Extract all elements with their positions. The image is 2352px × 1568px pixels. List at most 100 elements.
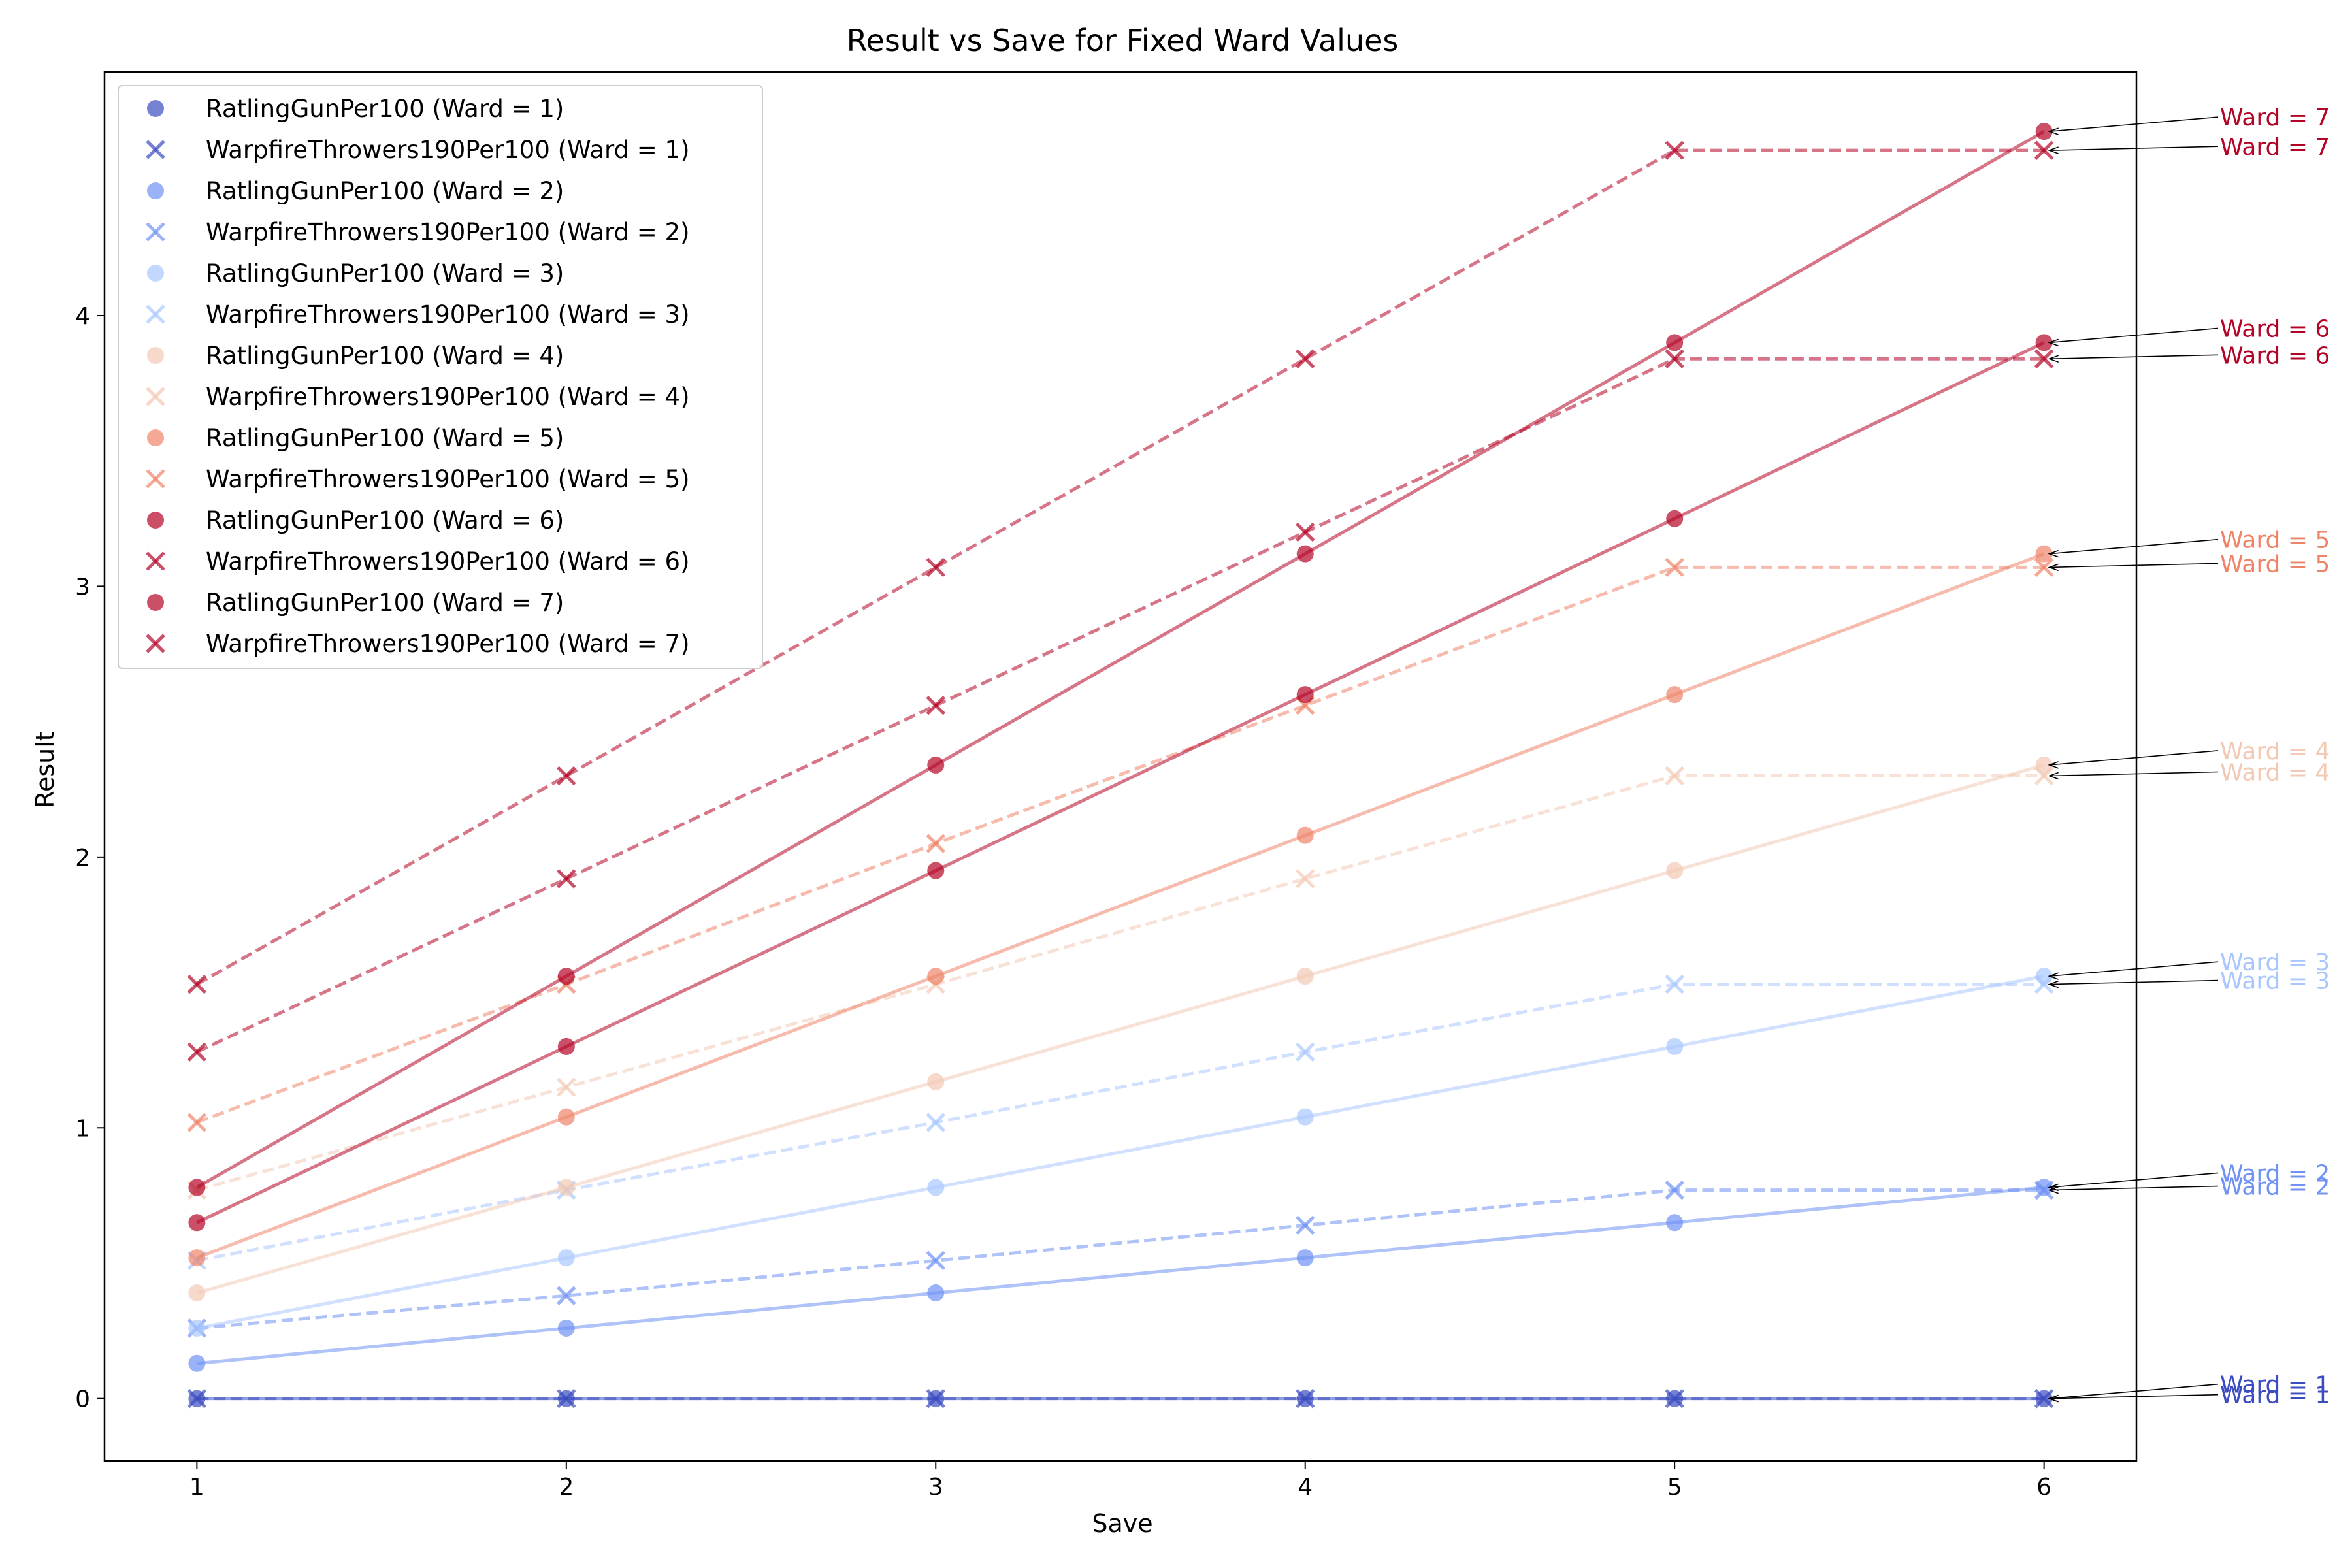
annotation-arrowhead-5-1: [2048, 549, 2059, 558]
annotation-arrowhead-4-1: [2048, 761, 2059, 769]
legend-marker-8-stroke-b: [146, 387, 165, 406]
series-6-line: [196, 983, 2044, 1262]
series-12-point-2-stroke-b: [557, 869, 576, 889]
annotation-label-7-2: Ward = 7: [2220, 134, 2330, 161]
annotation-label-4-2: Ward = 4: [2220, 760, 2330, 787]
series-3-point-5: [1666, 1214, 1684, 1232]
annotation-label-3-1: Ward = 3: [2220, 949, 2330, 976]
series-3-point-2: [557, 1319, 575, 1337]
x-tick-label-3: 3: [928, 1474, 943, 1501]
annotation-arrowhead-6-1: [2048, 338, 2059, 347]
series-4-point-2-stroke-b: [557, 1286, 576, 1305]
series-2-point-6-stroke-b: [2034, 1388, 2054, 1409]
series-13-point-3: [927, 756, 945, 774]
series-2-point-6: [2034, 1388, 2054, 1409]
series-12-point-1: [187, 1042, 207, 1062]
legend-marker-11: [147, 512, 164, 529]
series-7: [188, 756, 2053, 1302]
annotation-arrowhead-1-2: [2048, 1394, 2059, 1403]
series-13-point-4: [1296, 545, 1314, 563]
legend-marker-8: [146, 387, 165, 406]
series-11-line: [196, 341, 2045, 1224]
series-14-point-5: [1665, 140, 1684, 160]
series-14-point-2: [557, 766, 576, 786]
series-6-point-3-stroke-b: [926, 1113, 946, 1132]
series-11-point-1: [188, 1214, 206, 1232]
legend-marker-12: [146, 551, 165, 571]
annotation-arrow-6-2: [2049, 354, 2219, 360]
annotation-label-5-2: Ward = 5: [2220, 551, 2330, 578]
series-4-point-5: [1665, 1180, 1684, 1200]
series-8-point-5: [1665, 766, 1684, 786]
series-8-point-5-stroke-b: [1665, 766, 1684, 786]
series-6-point-5: [1665, 974, 1684, 994]
legend-box: [118, 85, 763, 669]
series-12-point-4-stroke-b: [1295, 522, 1315, 542]
legend-label-13: RatlingGunPer100 (Ward = 7): [206, 589, 564, 617]
series-7-point-4: [1296, 968, 1314, 985]
series-10-point-6-stroke-b: [2034, 557, 2054, 578]
series-11: [188, 334, 2053, 1232]
legend-marker-7: [147, 347, 164, 364]
legend-marker-4: [146, 222, 165, 242]
annotation-label-2-2: Ward = 2: [2220, 1174, 2330, 1201]
legend-label-8: WarpfireThrowers190Per100 (Ward = 4): [206, 383, 690, 411]
annotation-label-6-1: Ward = 6: [2220, 316, 2330, 342]
legend-entry-4: WarpfireThrowers190Per100 (Ward = 2): [146, 218, 690, 246]
series-12-point-3: [926, 695, 946, 715]
series-4-point-6: [2034, 1180, 2054, 1200]
series-9-point-2: [557, 1108, 575, 1126]
legend-label-10: WarpfireThrowers190Per100 (Ward = 5): [206, 465, 690, 493]
legend-marker-6: [146, 304, 165, 324]
series-7-point-2: [557, 1179, 575, 1196]
legend-marker-2-stroke-b: [146, 140, 165, 159]
series-10-point-6: [2034, 557, 2054, 578]
legend-entry-9: RatlingGunPer100 (Ward = 5): [147, 424, 564, 452]
annotation-arrow-6-1: [2049, 327, 2219, 344]
series-8-point-6-stroke-b: [2034, 766, 2054, 786]
series-13-point-6: [2035, 123, 2053, 140]
series-14-point-5-stroke-b: [1665, 140, 1684, 160]
series-10-point-3: [926, 834, 946, 853]
x-tick-label-2: 2: [559, 1474, 574, 1501]
series-10-point-1: [187, 1113, 207, 1132]
legend-entry-14: WarpfireThrowers190Per100 (Ward = 7): [146, 630, 690, 658]
series-6-point-4: [1295, 1042, 1315, 1062]
series-10-point-3-stroke-b: [926, 834, 946, 853]
series-5-point-3: [927, 1179, 945, 1196]
series-3: [188, 1179, 2053, 1372]
series-4-line: [197, 1188, 2044, 1330]
series-6-point-5-stroke-b: [1665, 974, 1684, 994]
annotation-arrowhead-2-2: [2048, 1186, 2059, 1194]
y-tick-label-4: 3: [75, 574, 90, 600]
series-4-point-3-stroke-b: [926, 1250, 946, 1271]
series-12-point-2: [557, 869, 576, 889]
annotation-arrow-7-2: [2049, 146, 2219, 151]
legend-marker-5: [147, 265, 164, 282]
annotation-arrowhead-7-2: [2048, 146, 2059, 154]
series-12-line: [196, 357, 2044, 1054]
series-6-point-6: [2034, 974, 2054, 994]
series-14: [187, 140, 2054, 994]
series-13-point-1: [188, 1179, 206, 1196]
series-12-point-5: [1665, 349, 1684, 369]
series-9: [188, 545, 2053, 1267]
series-14-point-3-stroke-b: [926, 557, 946, 578]
annotation-arrowhead-5-2: [2048, 563, 2059, 572]
series-13-point-5: [1666, 334, 1684, 351]
annotation-arrowhead-3-2: [2048, 980, 2059, 988]
series-3-point-3: [927, 1284, 945, 1302]
annotation-arrowhead-4-2: [2048, 772, 2059, 780]
annotation-label-4-1: Ward = 4: [2220, 738, 2330, 765]
annotation-label-3-2: Ward = 3: [2220, 968, 2330, 995]
series-2-point-5-stroke-b: [1665, 1388, 1684, 1409]
series-14-point-6-stroke-b: [2034, 140, 2054, 160]
legend-marker-10: [146, 469, 165, 489]
series-12-point-6-stroke-b: [2034, 349, 2054, 369]
series-3-point-4: [1296, 1249, 1314, 1267]
series-2-point-2-stroke-b: [557, 1388, 576, 1409]
legend-marker-3: [147, 182, 164, 199]
series-5-point-4: [1296, 1108, 1314, 1126]
